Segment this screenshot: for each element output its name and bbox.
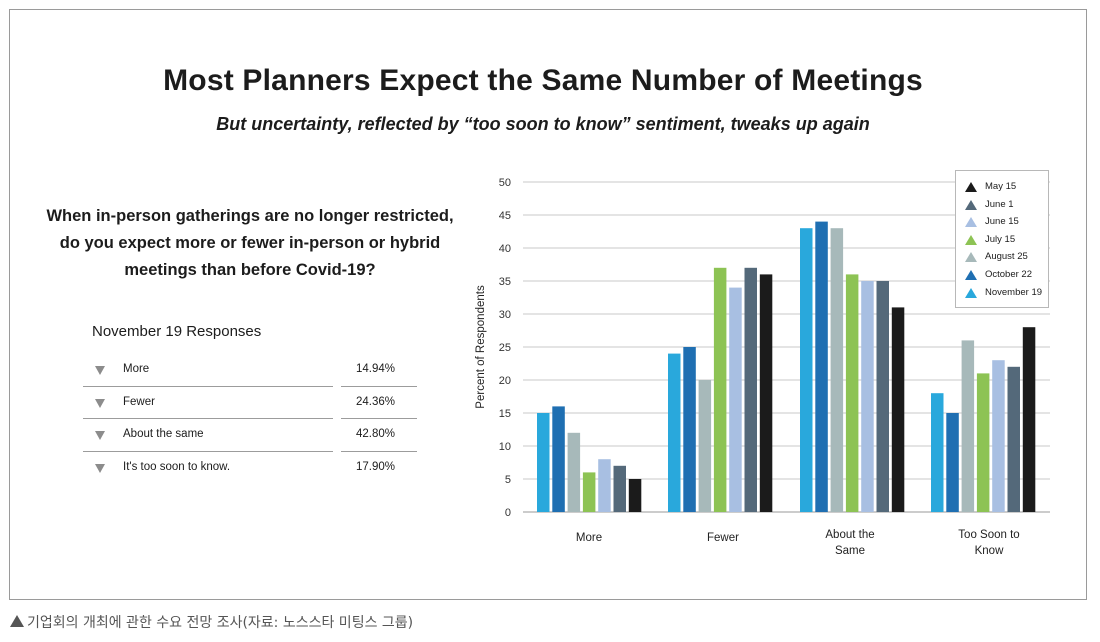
table-row: About the same 42.80% — [83, 419, 417, 452]
bar — [668, 353, 681, 512]
row-divider — [83, 385, 333, 387]
bar — [537, 413, 550, 512]
bar — [729, 287, 742, 512]
response-label: About the same — [123, 428, 204, 441]
row-divider — [341, 418, 417, 420]
y-tick-label: 0 — [505, 507, 511, 519]
row-divider — [341, 450, 417, 452]
y-tick-label: 5 — [505, 474, 511, 486]
triangle-down-icon — [95, 398, 105, 408]
bar — [683, 347, 696, 512]
response-value: 42.80% — [356, 428, 396, 441]
legend-label: August 25 — [985, 251, 1028, 263]
bar — [815, 221, 828, 512]
legend-label: November 19 — [985, 286, 1043, 298]
row-divider — [83, 418, 333, 420]
triangle-up-icon — [965, 199, 977, 210]
caption-text: 기업회의 개최에 관한 수요 전망 조사(자료: 노스스타 미팅스 그룹) — [27, 615, 414, 631]
triangle-up-icon — [965, 287, 977, 298]
legend-label: July 15 — [985, 233, 1016, 245]
response-value: 17.90% — [356, 460, 396, 473]
bar — [552, 406, 565, 512]
table-row: More 14.94% — [83, 354, 417, 387]
bar — [567, 432, 581, 512]
question-line-2: do you expect more or fewer in-person or… — [59, 234, 441, 252]
y-tick-label: 30 — [499, 309, 511, 321]
legend-label: May 15 — [985, 181, 1017, 192]
responses-table: More 14.94% Fewer 24.36% About the same … — [83, 354, 417, 484]
x-tick-label: More — [576, 532, 602, 544]
legend-label: October 22 — [985, 269, 1032, 280]
page-title: Most Planners Expect the Same Number of … — [163, 64, 923, 97]
triangle-up-icon — [10, 615, 24, 627]
bar — [598, 459, 611, 512]
response-label: More — [123, 363, 150, 375]
table-row: It's too soon to know. 17.90% — [83, 452, 417, 485]
x-tick-label: About the Same — [825, 529, 874, 557]
triangle-down-icon — [95, 431, 105, 441]
legend-label: June 1 — [985, 198, 1014, 210]
bar — [1007, 366, 1020, 512]
triangle-up-icon — [965, 270, 977, 280]
table-row: Fewer 24.36% — [83, 387, 417, 420]
y-tick-label: 25 — [499, 342, 511, 354]
row-divider — [341, 385, 417, 387]
y-tick-label: 15 — [499, 408, 511, 420]
y-tick-label: 45 — [499, 210, 511, 222]
bar — [845, 274, 859, 512]
bar — [628, 479, 642, 512]
y-tick-label: 20 — [499, 375, 511, 387]
survey-question: When in-person gatherings are no longer … — [40, 203, 460, 284]
triangle-down-icon — [95, 366, 105, 375]
chart-legend: May 15 June 1 June 15 July 15 August 25 Octob… — [955, 170, 1049, 308]
page-subtitle: But uncertainty, reflected by “too soon … — [216, 114, 870, 134]
bar — [713, 267, 727, 512]
bar — [876, 281, 889, 512]
triangle-up-icon — [965, 234, 977, 245]
question-line-1: When in-person gatherings are no longer … — [46, 207, 454, 225]
bar — [582, 472, 596, 512]
question-line-3: meetings than before Covid-19? — [124, 261, 376, 279]
bar — [861, 281, 874, 512]
bar — [992, 360, 1005, 512]
row-divider — [83, 450, 333, 452]
x-tick-label: Too Soon to Know — [958, 529, 1019, 557]
legend-label: June 15 — [985, 216, 1019, 228]
bar — [891, 307, 905, 512]
y-tick-label: 35 — [499, 276, 511, 288]
bar — [1022, 327, 1036, 512]
bar — [613, 465, 626, 512]
x-tick-label: Fewer — [707, 532, 739, 544]
bar — [759, 274, 773, 512]
bar — [744, 267, 757, 512]
response-label: It's too soon to know. — [123, 460, 231, 473]
y-tick-label: 40 — [499, 243, 511, 255]
response-label: Fewer — [123, 395, 155, 408]
bar — [698, 380, 712, 512]
response-value: 24.36% — [356, 395, 396, 408]
triangle-up-icon — [965, 217, 977, 228]
bar — [800, 228, 813, 512]
y-tick-label: 10 — [499, 441, 511, 453]
y-axis-label: Percent of Respondents — [475, 285, 487, 409]
responses-title: November 19 Responses — [92, 323, 262, 340]
bar — [946, 413, 959, 512]
triangle-up-icon — [965, 252, 977, 263]
bar — [961, 340, 975, 512]
triangle-down-icon — [95, 463, 105, 473]
triangle-up-icon — [965, 182, 977, 192]
bar — [976, 373, 990, 512]
bar — [931, 393, 944, 512]
y-tick-label: 50 — [499, 177, 511, 189]
figure-caption: 기업회의 개최에 관한 수요 전망 조사(자료: 노스스타 미팅스 그룹) — [10, 612, 413, 632]
bar — [830, 228, 844, 512]
bar-chart: 0 5 10 15 20 25 30 35 40 45 50 Percent of Responden… — [475, 177, 1050, 557]
response-value: 14.94% — [356, 363, 396, 375]
